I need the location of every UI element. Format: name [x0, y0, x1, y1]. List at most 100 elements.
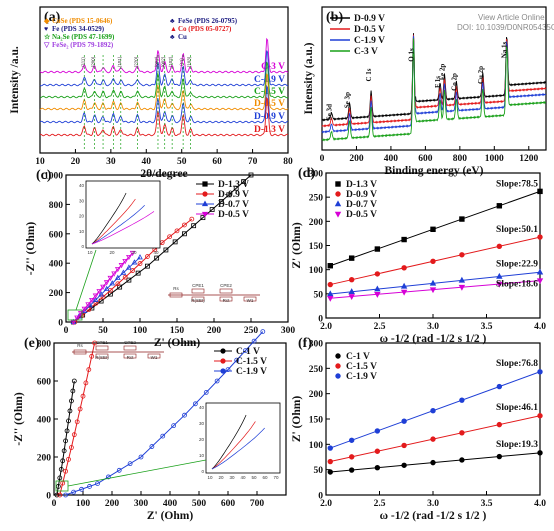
d-point [400, 282, 408, 289]
c-point [89, 297, 95, 304]
e-point [71, 489, 76, 495]
c-circuit-element [243, 296, 257, 302]
e-point [116, 467, 122, 473]
d-legend-entry: D-1.3 V [346, 180, 377, 190]
c-point [115, 281, 121, 287]
f-xtick-label: 4.0 [534, 499, 546, 509]
a-legend-entry: FeSe (PDS 26-0795) [178, 17, 238, 25]
d-ytick-label: 250 [309, 194, 324, 204]
f-xtick-label: 3.0 [427, 499, 439, 509]
f-point [459, 457, 465, 463]
e-point [234, 357, 240, 363]
f-point [537, 450, 543, 456]
f-legend-entry: C-1 V [346, 352, 370, 362]
f-slope-label: Slope:46.1 [496, 403, 538, 413]
f-ytick-label: 150 [309, 416, 324, 426]
f-slope-label: Slope:19.3 [496, 440, 538, 450]
c-ytick-label: 200 [49, 289, 64, 299]
a-series-label: C-1.9 V [254, 75, 285, 85]
a-legend-entry: CoSe (PDS 15-0646) [52, 17, 113, 25]
f-legend-marker [335, 373, 341, 379]
a-series-label: D-0.5 V [254, 99, 285, 109]
d-point [400, 289, 408, 296]
e-zoom-connector [67, 459, 207, 487]
d-ytick-label: 200 [309, 218, 324, 228]
a-series-label: D-0.9 V [254, 112, 285, 122]
b-peak-label: Se 3d [325, 104, 333, 120]
b-xtick-label: 600 [418, 154, 433, 164]
d-xtick-label: 3.5 [481, 322, 493, 332]
e-ytick-label: 600 [37, 378, 52, 388]
c-xtick-label: 100 [133, 326, 148, 336]
f-point [401, 442, 407, 449]
c-point [129, 250, 136, 257]
e-circuit-label: Rct [127, 355, 134, 360]
e-inset-xtick: 30 [229, 475, 235, 480]
e-ytick-label: 0 [46, 492, 51, 502]
c-inset-curve [91, 192, 127, 245]
e-point [182, 412, 187, 418]
d-fit-line [330, 271, 541, 295]
d-legend-marker [334, 211, 342, 218]
d-point [348, 288, 355, 294]
c-point [174, 228, 180, 234]
a-hkl-label: (101) [117, 56, 122, 67]
e-point [242, 348, 248, 354]
c-point [135, 270, 141, 276]
e-point [225, 367, 231, 373]
c-inset-ytick: 30 [79, 198, 85, 203]
d-fit-line [330, 280, 541, 299]
d-slope-label: Slope:18.6 [496, 280, 538, 290]
b-ylabel: Intensity (a.u.) [303, 42, 315, 114]
d-point [327, 290, 334, 297]
e-inset-ytick: 40 [199, 405, 205, 410]
a-xtick-label: 70 [248, 157, 258, 167]
d-point [429, 287, 437, 294]
f-xlabel: ω -1/2 (rad -1/2 s 1/2 ) [380, 510, 487, 522]
e-point [57, 475, 63, 481]
a-xtick-label: 50 [177, 157, 187, 167]
e-inset-xtick: 60 [262, 475, 268, 480]
f-xtick-label: 3.5 [481, 499, 493, 509]
b-peak-label: Na 1s [501, 41, 509, 58]
c-point [233, 185, 239, 191]
c-point [81, 306, 88, 313]
d-ytick-label: 150 [309, 242, 324, 252]
c-ytick-label: 0 [58, 319, 63, 329]
c-point [114, 274, 121, 280]
c-inset-ytick: 40 [79, 183, 85, 188]
d-point [348, 277, 355, 283]
c-point [131, 259, 138, 265]
f-legend-marker [335, 353, 341, 359]
d-point [401, 265, 407, 271]
c-ytick-label: 600 [49, 230, 64, 240]
b-peak-label: Fe 2p [439, 64, 447, 81]
c-inset-ytick: 0 [81, 244, 84, 249]
d-legend-marker [335, 191, 341, 197]
e-point [57, 492, 63, 498]
c-circuit-element [169, 292, 183, 298]
a-legend-symbol: ▲ [170, 25, 177, 33]
f-point [496, 383, 503, 390]
d-point [374, 292, 381, 298]
c-point [111, 271, 117, 277]
d-point [401, 236, 407, 243]
a-series-C-1.9 V [39, 50, 289, 87]
c-point [167, 234, 173, 240]
e-legend-entry: C-1.9 V [236, 367, 267, 377]
d-point [536, 278, 544, 285]
e-inset-curve [211, 421, 256, 470]
f-point [348, 437, 355, 443]
c-inset-xtick: 10 [87, 250, 93, 255]
f-ytick-label: 100 [309, 441, 324, 451]
e-xtick-label: 600 [221, 499, 236, 509]
f-point [459, 430, 465, 436]
b-plot-frame [321, 6, 547, 151]
f-point [348, 454, 355, 460]
c-point [122, 258, 129, 265]
c-point [189, 216, 195, 222]
c-legend-marker [201, 211, 209, 218]
e-point [171, 423, 177, 429]
